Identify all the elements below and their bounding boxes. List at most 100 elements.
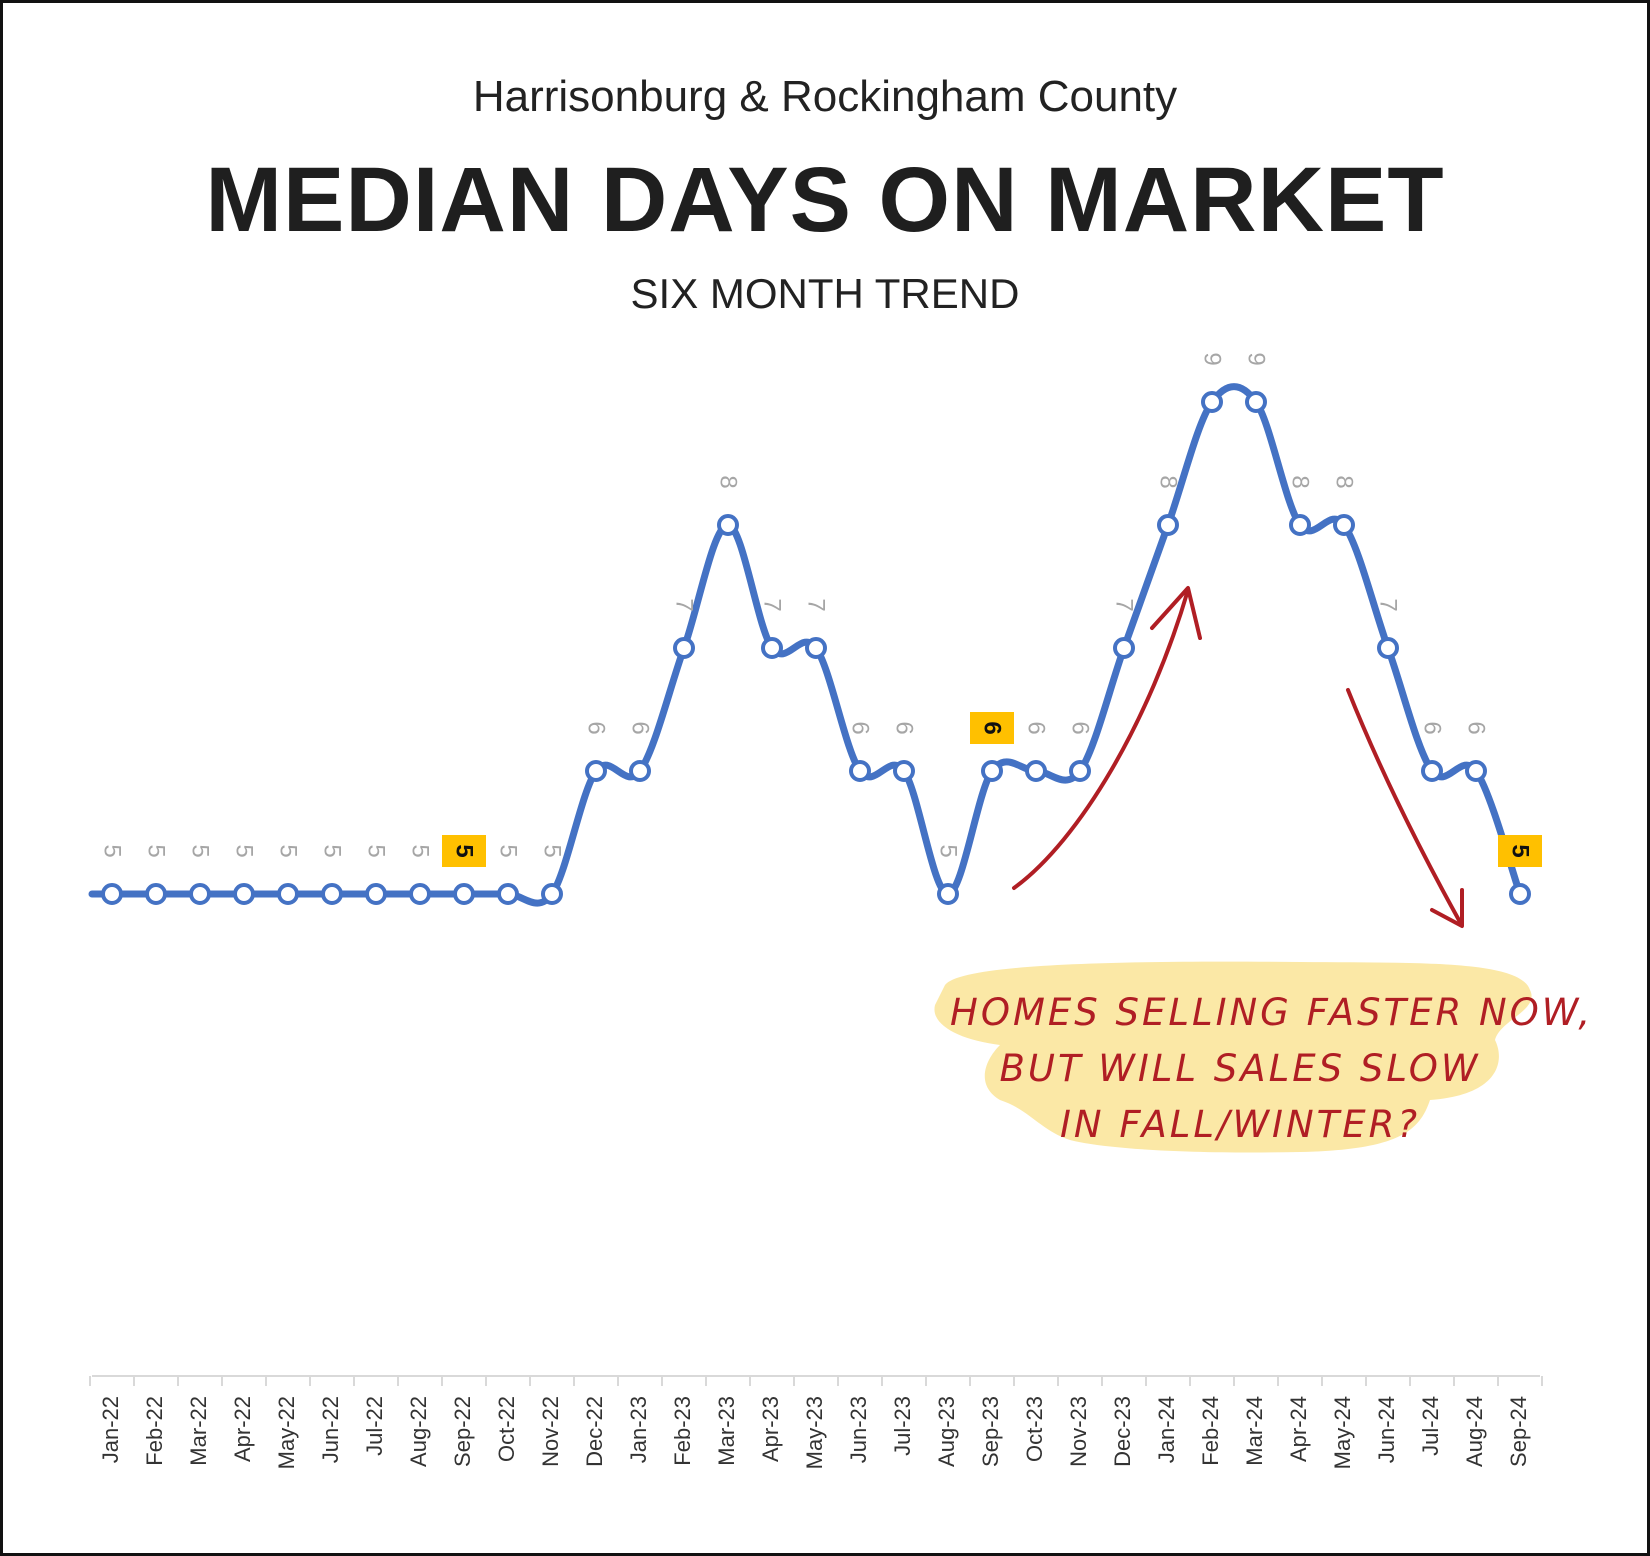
data-label: 6 bbox=[1419, 721, 1446, 734]
data-point bbox=[101, 883, 123, 905]
x-tick-label: Sep-24 bbox=[1506, 1396, 1531, 1467]
data-label: 5 bbox=[231, 844, 258, 857]
data-label: 6 bbox=[847, 721, 874, 734]
data-label: 6 bbox=[891, 721, 918, 734]
x-tick-label: Mar-24 bbox=[1242, 1396, 1267, 1466]
data-label: 6 bbox=[1067, 721, 1094, 734]
data-point bbox=[761, 637, 783, 659]
data-point bbox=[277, 883, 299, 905]
data-label: 7 bbox=[1111, 598, 1138, 611]
x-tick-label: Feb-22 bbox=[142, 1396, 167, 1466]
x-tick-label: Jul-23 bbox=[890, 1396, 915, 1456]
data-label: 7 bbox=[1375, 598, 1402, 611]
data-label: 7 bbox=[759, 598, 786, 611]
x-tick-label: Apr-22 bbox=[230, 1396, 255, 1462]
x-tick-label: Jun-22 bbox=[318, 1396, 343, 1463]
data-point bbox=[1333, 514, 1355, 536]
data-point bbox=[1201, 391, 1223, 413]
x-tick-label: May-24 bbox=[1330, 1396, 1355, 1469]
x-tick-label: Dec-22 bbox=[582, 1396, 607, 1467]
data-label: 5 bbox=[319, 844, 346, 857]
data-point bbox=[1113, 637, 1135, 659]
data-point bbox=[717, 514, 739, 536]
data-label: 5 bbox=[275, 844, 302, 857]
data-point bbox=[1157, 514, 1179, 536]
annotation-highlight-shape bbox=[934, 961, 1532, 1153]
data-point bbox=[893, 760, 915, 782]
data-label: 5 bbox=[1507, 844, 1534, 857]
data-label: 5 bbox=[495, 844, 522, 857]
data-label: 7 bbox=[671, 598, 698, 611]
x-tick-label: Apr-23 bbox=[758, 1396, 783, 1462]
data-point bbox=[1377, 637, 1399, 659]
data-label: 6 bbox=[1023, 721, 1050, 734]
data-label: 9 bbox=[1199, 352, 1226, 365]
data-label: 5 bbox=[539, 844, 566, 857]
x-tick-label: Nov-22 bbox=[538, 1396, 563, 1467]
data-point bbox=[805, 637, 827, 659]
data-point bbox=[497, 883, 519, 905]
chart-supertitle: Harrisonburg & Rockingham County bbox=[472, 72, 1178, 121]
x-tick-label: Feb-24 bbox=[1198, 1396, 1223, 1466]
data-point bbox=[145, 883, 167, 905]
annotation-highlight bbox=[934, 961, 1532, 1153]
data-label: 6 bbox=[979, 721, 1006, 734]
data-label: 6 bbox=[1463, 721, 1490, 734]
data-point bbox=[981, 760, 1003, 782]
data-point bbox=[1245, 391, 1267, 413]
x-tick-label: Jan-23 bbox=[626, 1396, 651, 1463]
up-arrow-head bbox=[1150, 586, 1202, 640]
x-tick-label: Aug-22 bbox=[406, 1396, 431, 1467]
highlight-badge bbox=[442, 835, 486, 867]
data-label: 8 bbox=[715, 475, 742, 488]
data-label: 6 bbox=[627, 721, 654, 734]
data-label: 5 bbox=[143, 844, 170, 857]
x-tick-label: Nov-23 bbox=[1066, 1396, 1091, 1467]
data-point bbox=[1025, 760, 1047, 782]
data-point bbox=[541, 883, 563, 905]
data-point bbox=[1509, 883, 1531, 905]
annotation-line-1: HOMES SELLING FASTER NOW, bbox=[950, 991, 1594, 1034]
down-arrow-head bbox=[1430, 888, 1464, 928]
chart-title: MEDIAN DAYS ON MARKET bbox=[205, 149, 1445, 251]
data-label: 5 bbox=[407, 844, 434, 857]
data-label: 8 bbox=[1287, 475, 1314, 488]
highlight-badge bbox=[970, 712, 1014, 744]
data-point bbox=[1289, 514, 1311, 536]
x-tick-label: Aug-23 bbox=[934, 1396, 959, 1467]
data-label: 8 bbox=[1155, 475, 1182, 488]
x-tick-label: Mar-23 bbox=[714, 1396, 739, 1466]
data-point bbox=[1421, 760, 1443, 782]
data-point bbox=[321, 883, 343, 905]
data-point bbox=[1069, 760, 1091, 782]
x-tick-label: Jan-24 bbox=[1154, 1396, 1179, 1463]
chart-subtitle: SIX MONTH TREND bbox=[630, 270, 1020, 317]
x-tick-label: Jul-24 bbox=[1418, 1396, 1443, 1456]
x-tick-label: Jul-22 bbox=[362, 1396, 387, 1456]
x-tick-label: Sep-22 bbox=[450, 1396, 475, 1467]
data-point bbox=[629, 760, 651, 782]
annotation-line-2: BUT WILL SALES SLOW bbox=[999, 1047, 1481, 1090]
x-tick-label: Jan-22 bbox=[98, 1396, 123, 1463]
annotation-arrows bbox=[1012, 586, 1464, 928]
x-tick-label: Jun-24 bbox=[1374, 1396, 1399, 1463]
data-labels: 5 5 5 5 5 5 5 5 5 5 5 6 6 7 8 7 7 6 6 5 6 6 6 7 8 9 9 8 8 7 6 6 5 bbox=[99, 352, 1542, 867]
data-label: 7 bbox=[803, 598, 830, 611]
data-label: 5 bbox=[363, 844, 390, 857]
data-point bbox=[937, 883, 959, 905]
x-tick-label: Apr-24 bbox=[1286, 1396, 1311, 1462]
x-tick-label: May-22 bbox=[274, 1396, 299, 1469]
data-label: 5 bbox=[451, 844, 478, 857]
up-arrow-shaft bbox=[1012, 588, 1190, 890]
data-point bbox=[453, 883, 475, 905]
data-point bbox=[1465, 760, 1487, 782]
x-axis: Jan-22 Feb-22 Mar-22 Apr-22 May-22 Jun-22 Jul-… bbox=[89, 1375, 1543, 1469]
annotation-note: HOMES SELLING FASTER NOW, BUT WILL SALES… bbox=[950, 985, 1594, 1153]
x-tick-label: Jun-23 bbox=[846, 1396, 871, 1463]
data-point bbox=[233, 883, 255, 905]
x-tick-label: Oct-23 bbox=[1022, 1396, 1047, 1462]
annotation-line-3: IN FALL/WINTER? bbox=[1060, 1103, 1420, 1146]
data-point bbox=[409, 883, 431, 905]
data-label: 9 bbox=[1243, 352, 1270, 365]
